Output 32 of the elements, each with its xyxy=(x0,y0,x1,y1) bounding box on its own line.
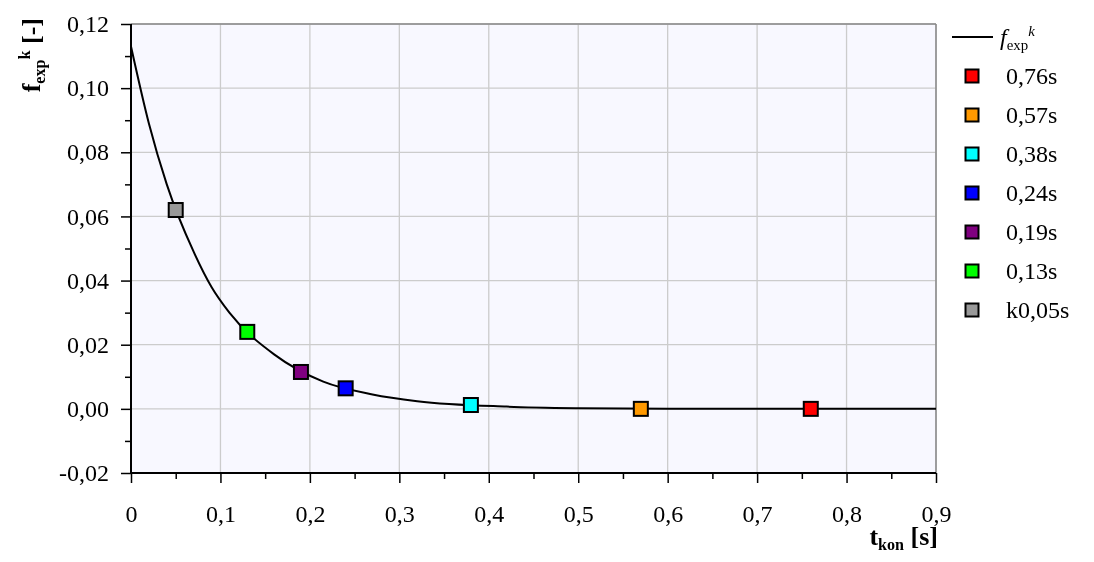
x-tick-label: 0,6 xyxy=(653,501,684,528)
y-tick-label: 0,12 xyxy=(67,11,109,38)
point xyxy=(632,400,649,417)
y-tick-label: 0,02 xyxy=(67,331,109,358)
x-tick-label: 0,4 xyxy=(474,501,505,528)
legend-label: 0,38s xyxy=(1006,141,1058,167)
point xyxy=(239,323,256,340)
point xyxy=(802,400,819,417)
legend-label: 0,76s xyxy=(1006,63,1058,89)
x-tick-label: 0,9 xyxy=(921,501,952,528)
x-tick-label: 0,3 xyxy=(384,501,415,528)
x-tick-label: 0,7 xyxy=(742,501,773,528)
y-tick-label: 0,10 xyxy=(67,75,109,102)
legend-label: k0,05s xyxy=(1006,297,1070,323)
legend-label: 0,13s xyxy=(1006,258,1058,284)
y-tick-label: 0,08 xyxy=(67,139,109,166)
x-tick-label: 0,8 xyxy=(832,501,863,528)
legend-label: 0,24s xyxy=(1006,180,1058,206)
y-tick-label: 0,06 xyxy=(67,203,109,230)
x-tick-label: 0 xyxy=(125,501,138,528)
y-tick-label: 0,00 xyxy=(67,396,109,423)
x-tick-label: 0,2 xyxy=(295,501,326,528)
point xyxy=(462,397,479,414)
y-tick-label: 0,04 xyxy=(67,267,109,294)
x-tick-label: 0,5 xyxy=(563,501,594,528)
legend-label: 0,19s xyxy=(1006,219,1058,245)
point xyxy=(337,380,354,397)
y-tick-label: -0,02 xyxy=(59,460,109,487)
x-tick-label: 0,1 xyxy=(205,501,236,528)
point xyxy=(292,363,309,380)
point xyxy=(167,202,184,219)
legend-label: 0,57s xyxy=(1006,102,1058,128)
